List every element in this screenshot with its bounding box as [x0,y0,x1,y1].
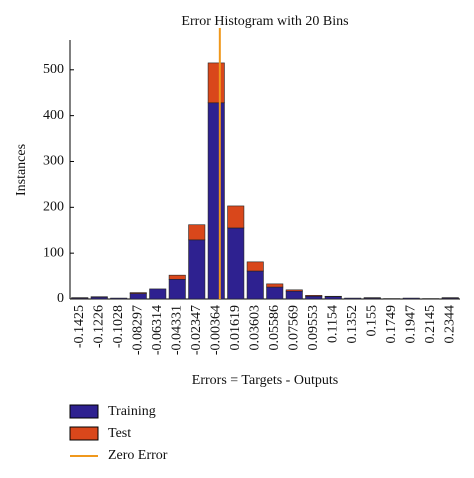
y-tick-label: 500 [43,62,64,77]
bar [110,297,128,300]
x-tick-label: 0.1352 [345,305,360,344]
bar [305,295,323,300]
bar [168,274,186,280]
x-tick-label: -0.1028 [111,305,126,348]
x-tick-label: 0.03603 [247,305,262,351]
bar [266,286,284,300]
bar [227,227,245,300]
x-tick-label: -0.1425 [72,305,87,348]
x-tick-label: 0.09553 [306,305,321,351]
bar [149,288,167,300]
bar [207,102,225,300]
bar [129,293,147,300]
x-tick-label: 0.2344 [442,305,457,344]
bar [285,289,303,292]
bar [285,290,303,300]
chart-title: Error Histogram with 20 Bins [181,14,348,29]
x-tick-label: -0.00364 [208,305,223,355]
bar [344,297,362,300]
bar [227,205,245,229]
x-tick-label: 0.1749 [384,305,399,344]
y-tick-label: 200 [43,200,64,215]
x-tick-label: -0.02347 [189,305,204,355]
bar [324,296,342,300]
bar [188,239,206,300]
legend-label: Test [108,426,131,441]
x-tick-label: 0.05586 [267,305,282,351]
x-axis-label: Errors = Targets - Outputs [192,373,338,388]
bar [129,292,147,294]
legend-label: Training [108,404,156,419]
bar [188,224,206,241]
x-tick-label: 0.1947 [403,305,418,344]
y-tick-label: 100 [43,245,64,260]
bar [246,261,264,272]
x-tick-label: -0.08297 [130,305,145,355]
x-tick-label: -0.1226 [91,305,106,348]
y-tick-label: 300 [43,154,64,169]
y-tick-label: 400 [43,108,64,123]
x-tick-label: 0.1154 [325,305,340,343]
x-tick-label: -0.06314 [150,305,165,355]
y-tick-label: 0 [57,291,64,306]
legend-swatch [69,404,99,419]
x-tick-label: 0.155 [364,305,379,337]
x-tick-label: 0.01619 [228,305,243,351]
bar [246,270,264,300]
legend-label: Zero Error [108,448,168,463]
x-tick-label: 0.2145 [423,305,438,344]
y-axis-label: Instances [14,144,29,196]
bar [402,297,420,300]
x-tick-label: 0.07569 [286,305,301,351]
bar [266,283,284,288]
legend-swatch [69,426,99,441]
bar [168,278,186,300]
bar [305,295,323,297]
bar [207,62,225,104]
x-tick-label: -0.04331 [169,305,184,355]
